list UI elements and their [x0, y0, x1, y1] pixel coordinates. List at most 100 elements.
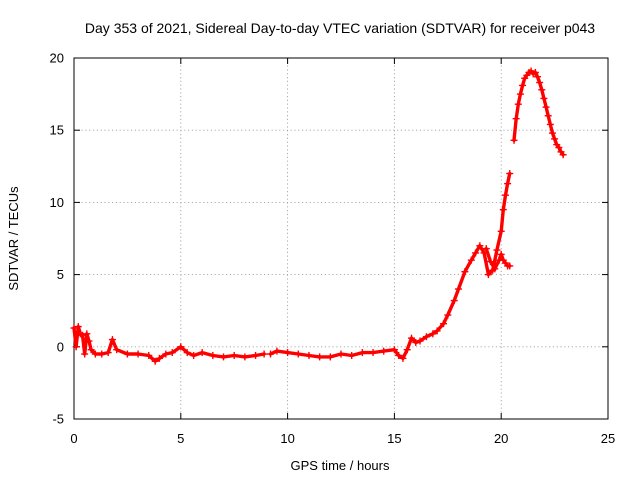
x-tick-label: 5 [177, 431, 184, 446]
data-point [555, 144, 563, 152]
data-point [551, 135, 559, 143]
data-point [516, 90, 524, 98]
data-point [444, 311, 452, 319]
data-point [510, 136, 518, 144]
data-point [273, 347, 281, 355]
data-point [514, 100, 522, 108]
x-tick-label: 15 [387, 431, 401, 446]
data-point [531, 68, 539, 76]
plot-frame [73, 57, 609, 420]
data-point [260, 350, 268, 358]
data-point [72, 343, 80, 351]
data-point [501, 191, 509, 199]
data-point [512, 115, 520, 123]
data-point [476, 242, 484, 250]
data-point [538, 86, 546, 94]
y-axis-label: SDTVAR / TECUs [6, 186, 21, 291]
data-point [506, 262, 514, 270]
data-point [168, 349, 176, 357]
data-point [403, 346, 411, 354]
data-point [499, 206, 507, 214]
data-point [467, 256, 475, 264]
data-point [79, 331, 87, 339]
data-series [70, 67, 567, 365]
data-point [390, 346, 398, 354]
axis-ticks [73, 57, 609, 420]
data-point [450, 297, 458, 305]
data-point [540, 94, 548, 102]
data-point [183, 349, 191, 357]
data-point [123, 350, 131, 358]
data-point [337, 350, 345, 358]
data-point [491, 265, 499, 273]
data-point [284, 349, 292, 357]
data-point [198, 349, 206, 357]
data-point [230, 351, 238, 359]
data-point [407, 334, 415, 342]
data-point [433, 327, 441, 335]
data-point [326, 353, 334, 361]
data-point [145, 351, 153, 359]
data-point [484, 271, 492, 279]
y-tick-label: 20 [50, 51, 64, 66]
data-point [506, 170, 514, 178]
data-point [544, 112, 552, 120]
y-tick-label: 10 [50, 195, 64, 210]
x-tick-label: 25 [601, 431, 615, 446]
data-point [519, 81, 527, 89]
data-point [369, 349, 377, 357]
data-point [177, 343, 185, 351]
data-point [267, 350, 275, 358]
x-tick-label: 10 [280, 431, 294, 446]
data-point [87, 346, 95, 354]
chart-title: Day 353 of 2021, Sidereal Day-to-day VTE… [85, 20, 595, 36]
data-point [81, 350, 89, 358]
data-point [422, 333, 430, 341]
data-point [104, 349, 112, 357]
data-point [220, 353, 228, 361]
data-point [493, 246, 501, 254]
data-point [440, 320, 448, 328]
tick-labels: 0 5 10 15 20 25 -5 0 5 10 15 20 [50, 51, 616, 447]
data-point [380, 347, 388, 355]
data-point [85, 337, 93, 345]
data-point [504, 180, 512, 188]
data-point [348, 351, 356, 359]
data-point [113, 346, 121, 354]
data-point [162, 350, 170, 358]
data-point [209, 351, 217, 359]
data-point [454, 285, 462, 293]
series-line [512, 69, 565, 157]
data-point [497, 227, 505, 235]
data-point [316, 353, 324, 361]
data-point [412, 338, 420, 346]
data-point [482, 245, 490, 253]
data-point [429, 330, 437, 338]
data-point [536, 79, 544, 87]
data-point [151, 357, 159, 365]
data-point [74, 323, 82, 331]
data-point [548, 129, 556, 137]
data-point [559, 151, 567, 159]
data-point [98, 350, 106, 358]
x-tick-label: 20 [494, 431, 508, 446]
data-point [534, 73, 542, 81]
data-point [487, 258, 495, 266]
x-tick-label: 0 [70, 431, 77, 446]
data-point [472, 249, 480, 257]
data-point [546, 120, 554, 128]
data-point [83, 330, 91, 338]
y-tick-label: 5 [57, 267, 64, 282]
data-point [395, 351, 403, 359]
y-tick-label: 15 [50, 123, 64, 138]
data-point [294, 350, 302, 358]
x-axis-label: GPS time / hours [291, 458, 390, 473]
data-point [461, 268, 469, 276]
data-point [358, 349, 366, 357]
data-point [134, 350, 142, 358]
data-point [108, 336, 116, 344]
data-point [91, 350, 99, 358]
data-point [252, 351, 260, 359]
data-point [305, 351, 313, 359]
data-point [70, 324, 78, 332]
